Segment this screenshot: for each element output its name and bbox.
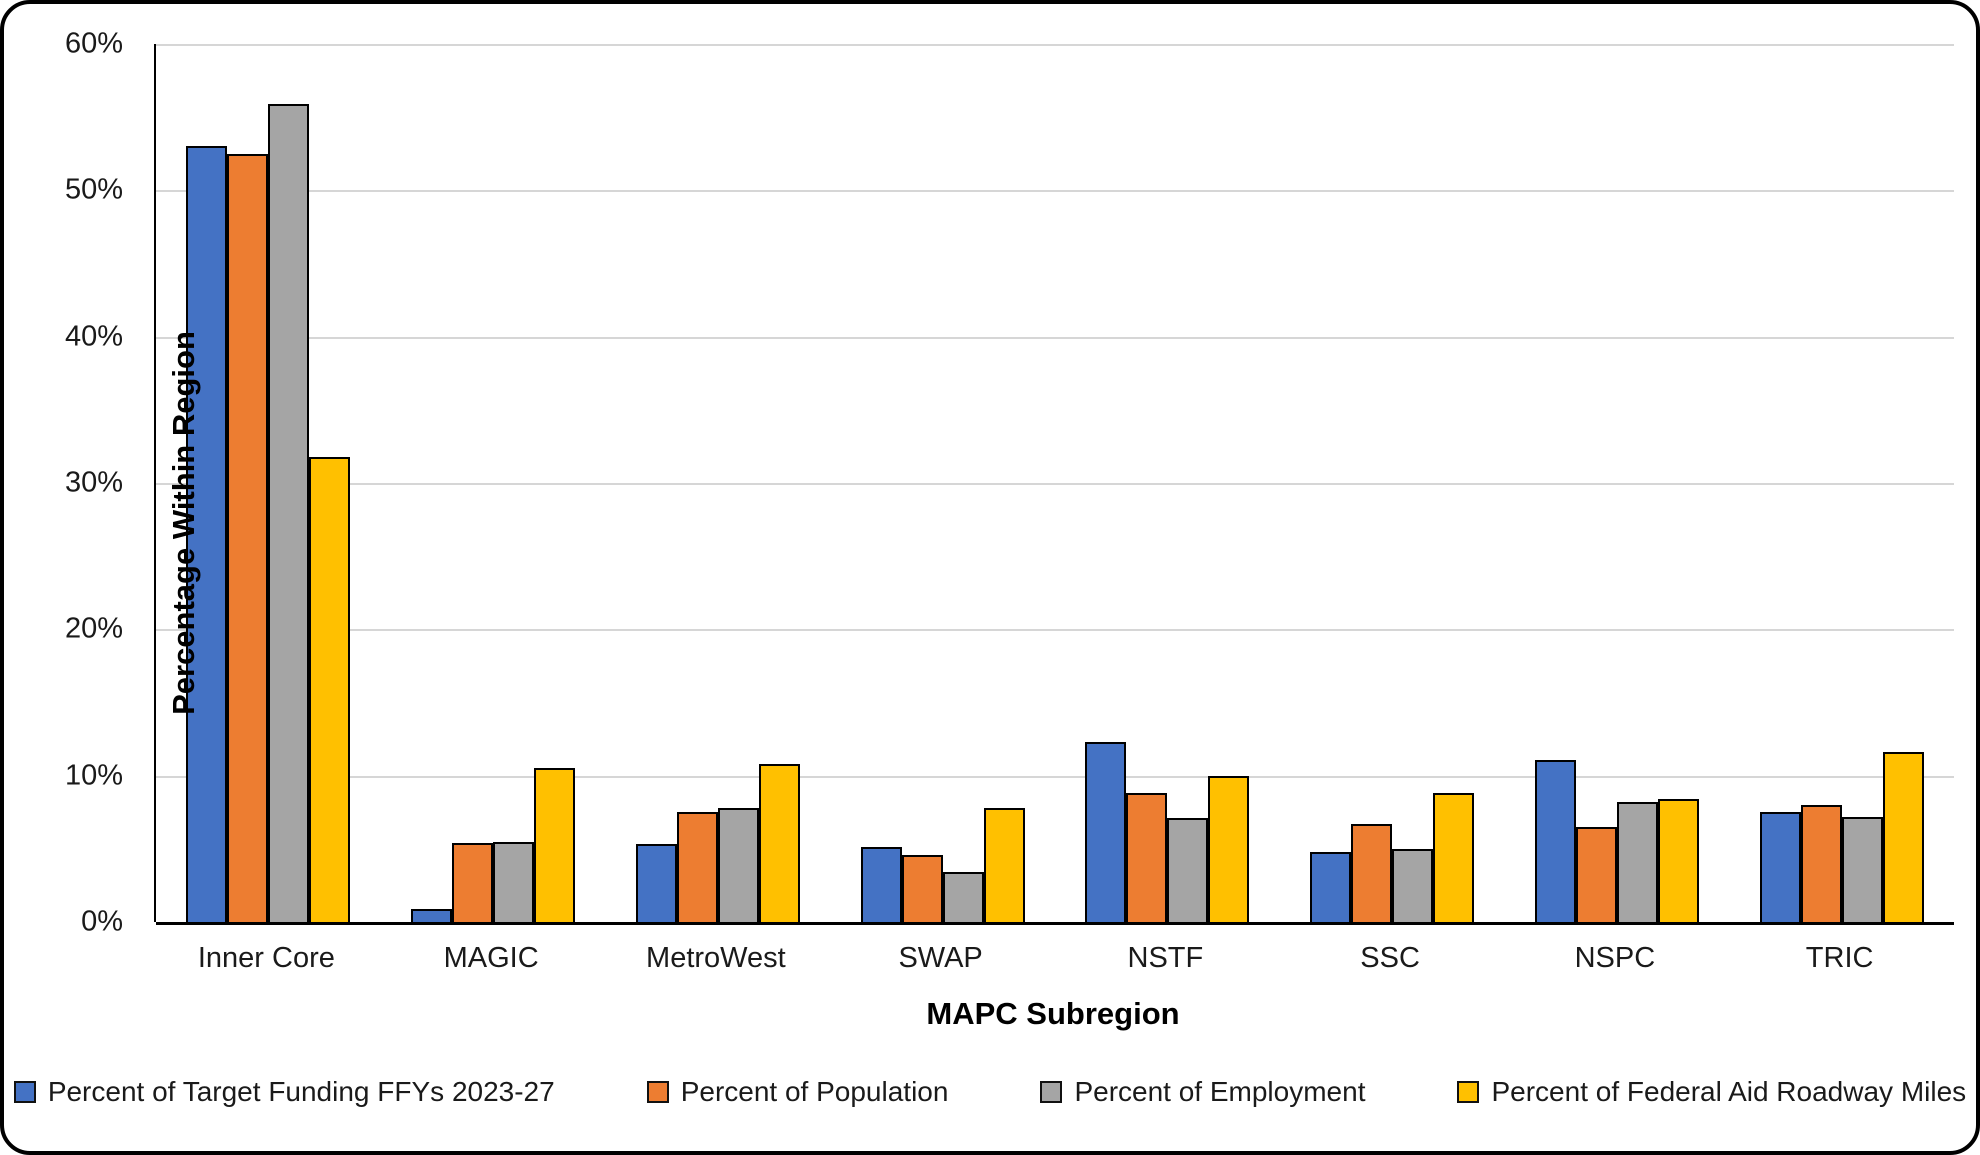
gridline-60 xyxy=(156,44,1954,46)
legend-swatch-icon xyxy=(1457,1081,1480,1103)
bar xyxy=(1351,823,1393,922)
y-tick-label-50: 50% xyxy=(64,173,123,206)
bar xyxy=(901,854,943,922)
bar xyxy=(983,807,1025,922)
y-tick-label-30: 30% xyxy=(64,466,123,499)
legend-label: Percent of Target Funding FFYs 2023-27 xyxy=(47,1076,555,1107)
x-axis-category-labels: Inner Core MAGIC MetroWest SWAP NSTF SSC NSPC T… xyxy=(154,942,1952,975)
y-tick-label-0: 0% xyxy=(81,905,123,938)
y-axis-title: Percentage Within Region xyxy=(166,331,201,715)
bar xyxy=(1657,799,1699,922)
x-label-metrowest: MetroWest xyxy=(646,942,786,974)
bar-group-swap xyxy=(830,44,1055,922)
y-tick-label-60: 60% xyxy=(64,27,123,60)
bar xyxy=(635,844,677,922)
x-axis-title: MAPC Subregion xyxy=(926,996,1180,1031)
bar xyxy=(1126,793,1168,922)
legend-item: Percent of Population xyxy=(646,1076,949,1108)
bar-group-nspc xyxy=(1505,44,1730,922)
bar xyxy=(493,841,535,922)
bar xyxy=(1167,818,1209,922)
x-label-tric: TRIC xyxy=(1805,942,1874,974)
bar xyxy=(227,153,269,922)
y-tick-label-20: 20% xyxy=(64,612,123,645)
bar xyxy=(1616,802,1658,922)
bar xyxy=(1433,793,1475,922)
bar xyxy=(1882,752,1924,922)
legend-swatch-icon xyxy=(1040,1081,1063,1103)
legend-label: Percent of Federal Aid Roadway Miles xyxy=(1491,1076,1967,1107)
bar xyxy=(1310,851,1352,922)
bar-group-tric xyxy=(1729,44,1954,922)
x-label-ssc: SSC xyxy=(1360,942,1420,974)
gridline-20 xyxy=(156,629,1954,632)
legend: Percent of Target Funding FFYs 2023-27 Pe… xyxy=(4,1076,1976,1108)
legend-label: Percent of Population xyxy=(680,1076,949,1107)
bar xyxy=(1759,812,1801,922)
bar-groups xyxy=(156,44,1954,922)
bar xyxy=(452,842,494,922)
gridline-30 xyxy=(156,483,1954,485)
legend-swatch-icon xyxy=(646,1081,669,1103)
bar-group-metrowest xyxy=(606,44,831,922)
bar xyxy=(268,104,310,922)
bar xyxy=(309,456,351,922)
bar xyxy=(411,908,453,922)
bar xyxy=(186,146,228,922)
bar xyxy=(1085,742,1127,922)
bar xyxy=(1208,775,1250,922)
bar xyxy=(860,847,902,922)
gridline-50 xyxy=(156,190,1954,193)
plot-area: Percentage Within Region xyxy=(154,44,1954,925)
bar xyxy=(534,768,576,922)
bar-group-magic xyxy=(381,44,606,922)
bar-group-nstf xyxy=(1055,44,1280,922)
legend-item: Percent of Target Funding FFYs 2023-27 xyxy=(13,1076,555,1108)
bar xyxy=(1392,848,1434,922)
y-tick-label-40: 40% xyxy=(64,320,123,353)
gridline-40 xyxy=(156,336,1954,339)
bar-group-ssc xyxy=(1280,44,1505,922)
y-tick-label-10: 10% xyxy=(64,759,123,792)
x-label-nspc: NSPC xyxy=(1574,942,1656,974)
bar-group-inner-core xyxy=(156,44,381,922)
legend-item: Percent of Federal Aid Roadway Miles xyxy=(1457,1076,1966,1108)
x-label-magic: MAGIC xyxy=(443,942,539,974)
x-label-swap: SWAP xyxy=(898,942,983,974)
gridline-10 xyxy=(156,775,1954,778)
bar xyxy=(758,763,800,922)
x-axis-line xyxy=(156,922,1954,925)
bar xyxy=(676,812,718,922)
legend-label: Percent of Employment xyxy=(1074,1076,1366,1107)
bar xyxy=(1800,804,1842,922)
bar xyxy=(1575,826,1617,922)
bar xyxy=(942,872,984,922)
legend-item: Percent of Employment xyxy=(1040,1076,1365,1108)
x-label-inner-core: Inner Core xyxy=(197,942,335,974)
bar xyxy=(717,807,759,922)
bar xyxy=(1534,759,1576,922)
bar xyxy=(1841,816,1883,922)
legend-swatch-icon xyxy=(13,1081,36,1103)
x-label-nstf: NSTF xyxy=(1127,942,1204,974)
